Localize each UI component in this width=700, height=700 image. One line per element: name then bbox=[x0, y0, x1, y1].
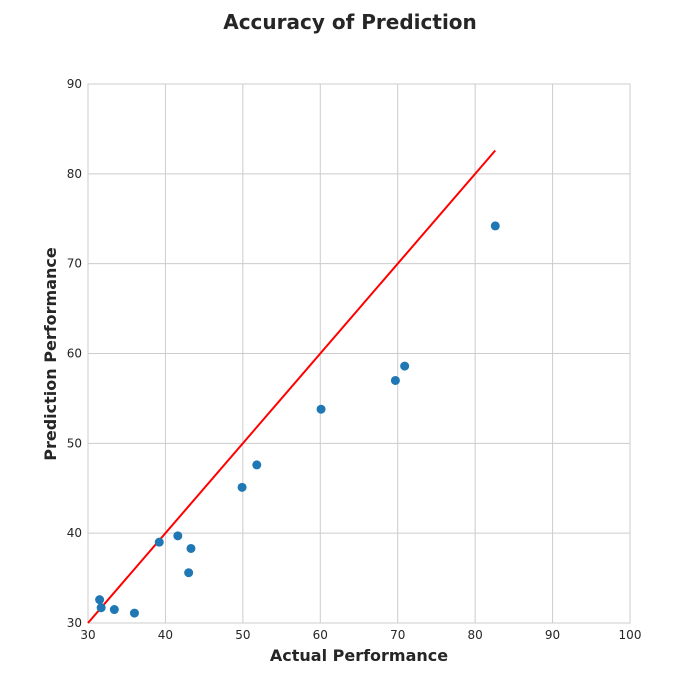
data-point bbox=[184, 568, 194, 578]
data-point bbox=[154, 537, 164, 547]
y-axis-label: Prediction Performance bbox=[41, 247, 60, 461]
chart-title: Accuracy of Prediction bbox=[223, 10, 477, 34]
x-tick-label: 50 bbox=[235, 628, 250, 642]
y-tick-label: 80 bbox=[67, 167, 82, 181]
plot-area-frame bbox=[87, 83, 631, 624]
x-tick-label: 80 bbox=[468, 628, 483, 642]
data-point bbox=[237, 482, 247, 492]
x-tick-label: 30 bbox=[80, 628, 95, 642]
reference-line bbox=[87, 149, 497, 624]
data-point bbox=[390, 375, 400, 385]
x-axis-ticks: 30 40 50 60 70 80 90 100 bbox=[80, 628, 641, 642]
data-point bbox=[252, 460, 262, 470]
data-point bbox=[173, 531, 183, 541]
data-points bbox=[95, 221, 500, 618]
y-tick-label: 90 bbox=[67, 77, 82, 91]
data-point bbox=[316, 404, 326, 414]
y-tick-label: 40 bbox=[67, 526, 82, 540]
y-tick-label: 50 bbox=[67, 436, 82, 450]
data-point bbox=[95, 595, 105, 605]
y-axis-ticks: 30 40 50 60 70 80 90 bbox=[67, 77, 82, 630]
reference-line-group bbox=[87, 149, 497, 624]
x-tick-label: 100 bbox=[619, 628, 642, 642]
data-point bbox=[400, 361, 410, 371]
grid-lines bbox=[87, 83, 631, 624]
y-tick-label: 30 bbox=[67, 616, 82, 630]
data-point bbox=[109, 605, 119, 615]
x-tick-label: 90 bbox=[545, 628, 560, 642]
x-axis-label: Actual Performance bbox=[270, 646, 448, 665]
y-tick-label: 70 bbox=[67, 257, 82, 271]
x-tick-label: 40 bbox=[158, 628, 173, 642]
data-point bbox=[186, 543, 196, 553]
y-tick-label: 60 bbox=[67, 347, 82, 361]
data-point bbox=[129, 608, 139, 618]
data-point bbox=[96, 603, 106, 613]
x-tick-label: 70 bbox=[390, 628, 405, 642]
data-point bbox=[490, 221, 500, 231]
x-tick-label: 60 bbox=[313, 628, 328, 642]
